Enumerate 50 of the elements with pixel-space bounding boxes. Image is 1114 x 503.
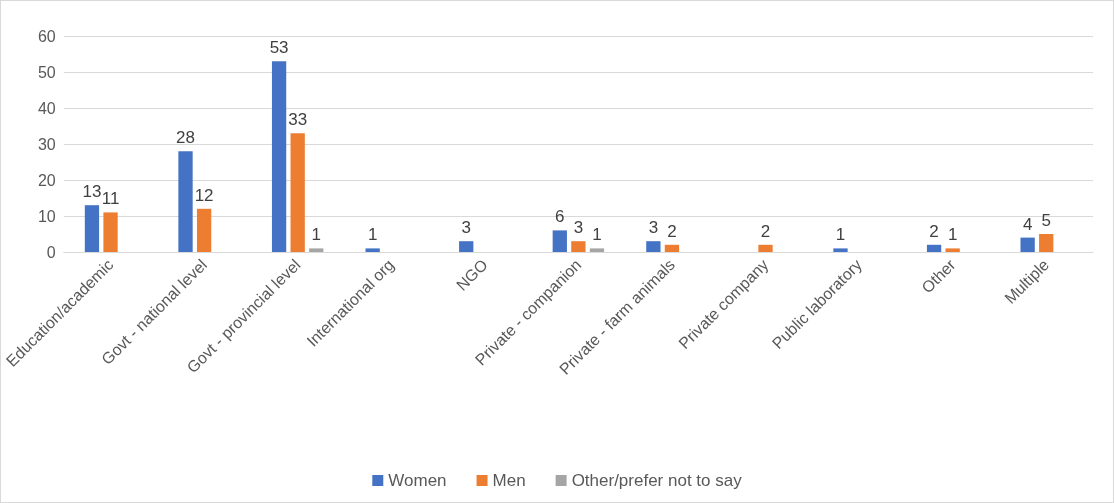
y-tick-label: 60 bbox=[37, 27, 56, 45]
bar bbox=[589, 248, 605, 252]
data-label: 1 bbox=[947, 225, 958, 245]
data-label: 2 bbox=[929, 221, 939, 241]
data-label: 3 bbox=[573, 218, 584, 238]
legend-label: Men bbox=[492, 471, 526, 490]
y-tick-label: 20 bbox=[37, 171, 56, 189]
bar bbox=[459, 241, 474, 252]
bar bbox=[1020, 237, 1035, 252]
bar bbox=[1039, 234, 1054, 252]
data-label: 1 bbox=[835, 225, 846, 245]
data-label: 4 bbox=[1022, 214, 1033, 234]
data-label: 2 bbox=[667, 221, 677, 241]
bar bbox=[271, 61, 287, 252]
bar bbox=[571, 241, 586, 252]
y-tick-label: 40 bbox=[37, 99, 56, 117]
bar bbox=[178, 151, 193, 252]
y-tick-label: 0 bbox=[46, 243, 56, 261]
bar bbox=[945, 248, 960, 252]
data-label: 28 bbox=[176, 128, 195, 148]
data-label: 33 bbox=[288, 110, 308, 130]
data-label: 1 bbox=[311, 225, 321, 245]
legend-label: Women bbox=[388, 471, 447, 490]
bar bbox=[309, 248, 324, 252]
bar bbox=[926, 244, 942, 252]
bar bbox=[646, 241, 661, 252]
bar bbox=[290, 133, 305, 252]
data-label: 53 bbox=[269, 38, 289, 58]
bar bbox=[196, 208, 212, 252]
data-label: 3 bbox=[648, 218, 659, 238]
y-tick-label: 10 bbox=[37, 207, 56, 225]
data-label: 12 bbox=[194, 185, 214, 205]
data-label: 6 bbox=[555, 207, 565, 227]
data-label: 1 bbox=[367, 225, 378, 245]
y-tick-label: 30 bbox=[37, 135, 56, 153]
y-tick-label: 50 bbox=[37, 63, 56, 81]
data-label: 2 bbox=[760, 221, 771, 241]
bar bbox=[365, 248, 380, 252]
bar bbox=[833, 248, 848, 252]
legend-label: Other/prefer not to say bbox=[571, 471, 743, 490]
data-label: 11 bbox=[101, 189, 120, 209]
bar bbox=[664, 244, 680, 252]
bar bbox=[84, 205, 100, 252]
data-label: 13 bbox=[82, 182, 102, 202]
bar bbox=[552, 230, 567, 252]
bar bbox=[758, 244, 773, 252]
data-label: 5 bbox=[1041, 211, 1051, 230]
bar bbox=[103, 212, 118, 252]
data-label: 1 bbox=[592, 225, 602, 245]
data-label: 3 bbox=[461, 218, 471, 238]
